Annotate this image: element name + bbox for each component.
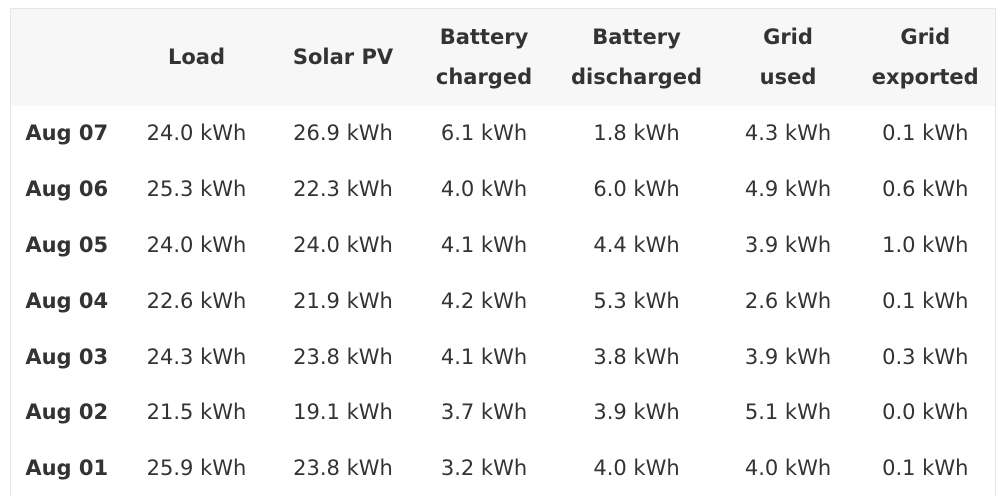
energy-cell: 6.0 kWh bbox=[593, 177, 680, 202]
column-header: Grid used bbox=[721, 9, 856, 106]
energy-cell: 0.6 kWh bbox=[882, 177, 969, 202]
row-label: Aug 02 bbox=[25, 400, 109, 425]
energy-cell: 1.8 kWh bbox=[593, 121, 680, 146]
energy-cell: 23.8 kWh bbox=[293, 344, 393, 369]
column-header: Load bbox=[123, 9, 271, 106]
column-header: Battery discharged bbox=[553, 9, 721, 106]
data-row: Aug 05 24.0 kWh 24.0 kWh 4.1 kWh 4.4 kWh 3.9 … bbox=[11, 217, 996, 273]
energy-cell: 0.1 kWh bbox=[882, 456, 969, 481]
energy-cell: 24.0 kWh bbox=[146, 232, 247, 257]
energy-cell: 5.1 kWh bbox=[744, 400, 832, 425]
header-text: Solar PV bbox=[292, 45, 394, 70]
data-row: Aug 07 24.0 kWh 26.9 kWh 6.1 kWh 1.8 kWh 4.3 … bbox=[11, 106, 996, 162]
energy-cell: 24.3 kWh bbox=[146, 344, 247, 369]
energy-cell: 4.4 kWh bbox=[593, 232, 680, 257]
energy-cell: 26.9 kWh bbox=[293, 121, 393, 146]
energy-cell: 1.0 kWh bbox=[882, 232, 969, 257]
row-label: Aug 01 bbox=[25, 456, 109, 481]
corner-cell bbox=[11, 9, 123, 106]
energy-cell: 4.1 kWh bbox=[440, 344, 528, 369]
energy-cell: 19.1 kWh bbox=[293, 400, 393, 425]
energy-cell: 3.9 kWh bbox=[744, 344, 832, 369]
energy-cell: 3.9 kWh bbox=[593, 400, 680, 425]
energy-cell: 5.3 kWh bbox=[593, 288, 680, 313]
header-text: Grid used bbox=[759, 25, 817, 90]
energy-cell: 3.9 kWh bbox=[744, 232, 832, 257]
energy-cell: 0.1 kWh bbox=[882, 121, 969, 146]
energy-cell: 21.5 kWh bbox=[146, 400, 247, 425]
energy-cell: 3.8 kWh bbox=[593, 344, 680, 369]
energy-cell: 3.7 kWh bbox=[440, 400, 528, 425]
header-text: Battery charged bbox=[435, 25, 533, 90]
data-row: Aug 01 25.9 kWh 23.8 kWh 3.2 kWh 4.0 kWh 4.0 … bbox=[11, 440, 996, 496]
data-row: Aug 06 25.3 kWh 22.3 kWh 4.0 kWh 6.0 kWh 4.9 … bbox=[11, 161, 996, 217]
column-header: Solar PV bbox=[271, 9, 416, 106]
energy-table: Load Solar PV Battery charged Battery disch… bbox=[10, 8, 996, 497]
energy-cell: 4.1 kWh bbox=[440, 232, 528, 257]
row-label: Aug 07 bbox=[25, 121, 109, 146]
energy-cell: 22.3 kWh bbox=[293, 177, 393, 202]
table-body: Aug 07 24.0 kWh 26.9 kWh 6.1 kWh 1.8 kWh 4.3 … bbox=[11, 106, 996, 497]
row-label: Aug 05 bbox=[25, 232, 109, 257]
header-row: Load Solar PV Battery charged Battery disch… bbox=[10, 8, 996, 106]
energy-cell: 3.2 kWh bbox=[440, 456, 528, 481]
energy-cell: 21.9 kWh bbox=[293, 288, 393, 313]
energy-cell: 4.2 kWh bbox=[440, 288, 528, 313]
energy-cell: 2.6 kWh bbox=[744, 288, 832, 313]
energy-cell: 4.0 kWh bbox=[744, 456, 832, 481]
energy-cell: 0.1 kWh bbox=[882, 288, 969, 313]
energy-cell: 24.0 kWh bbox=[293, 232, 393, 257]
energy-cell: 22.6 kWh bbox=[146, 288, 247, 313]
column-header: Grid exported bbox=[856, 9, 996, 106]
header-text: Grid exported bbox=[871, 25, 979, 90]
data-row: Aug 02 21.5 kWh 19.1 kWh 3.7 kWh 3.9 kWh 5.1 … bbox=[11, 384, 996, 440]
energy-cell: 0.0 kWh bbox=[882, 400, 969, 425]
energy-cell: 4.0 kWh bbox=[593, 456, 680, 481]
row-label: Aug 06 bbox=[25, 177, 109, 202]
energy-cell: 6.1 kWh bbox=[440, 121, 528, 146]
energy-cell: 0.3 kWh bbox=[882, 344, 969, 369]
energy-cell: 25.3 kWh bbox=[146, 177, 247, 202]
row-label: Aug 04 bbox=[25, 288, 109, 313]
header-text: Battery discharged bbox=[571, 25, 702, 90]
row-label: Aug 03 bbox=[25, 344, 109, 369]
data-row: Aug 03 24.3 kWh 23.8 kWh 4.1 kWh 3.8 kWh 3.9 … bbox=[11, 329, 996, 385]
energy-cell: 25.9 kWh bbox=[146, 456, 247, 481]
header-text: Load bbox=[167, 45, 225, 70]
energy-cell: 4.9 kWh bbox=[744, 177, 832, 202]
data-row: Aug 04 22.6 kWh 21.9 kWh 4.2 kWh 5.3 kWh 2.6 … bbox=[11, 273, 996, 329]
energy-cell: 4.0 kWh bbox=[440, 177, 528, 202]
energy-cell: 24.0 kWh bbox=[146, 121, 247, 146]
energy-cell: 4.3 kWh bbox=[744, 121, 832, 146]
column-header: Battery charged bbox=[416, 9, 553, 106]
energy-cell: 23.8 kWh bbox=[293, 456, 393, 481]
